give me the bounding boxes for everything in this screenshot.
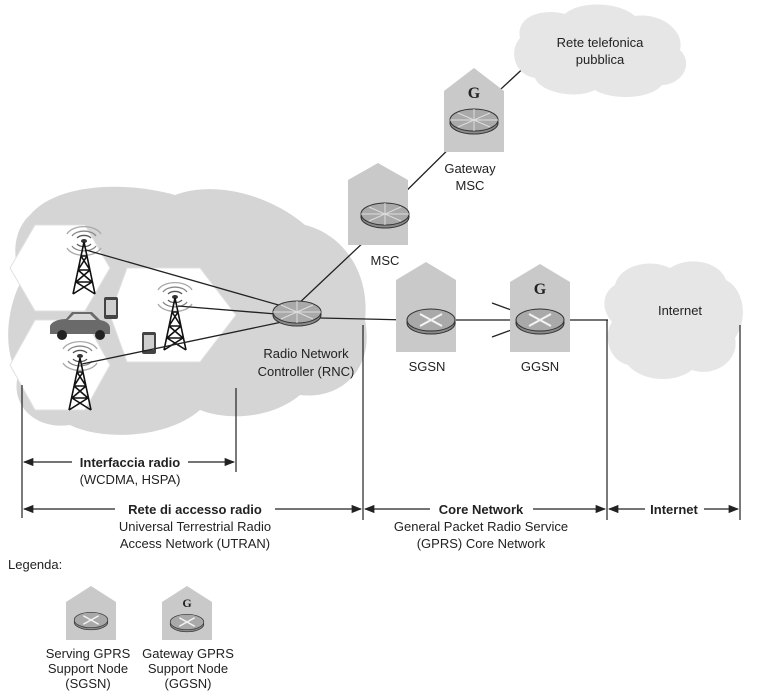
legend-sgsn-line-2: Support Node [48, 661, 128, 676]
legend-ggsn-line-3: (GGSN) [165, 676, 212, 691]
core-network-title: Core Network [439, 502, 524, 517]
gateway-msc-g-mark: G [468, 85, 481, 102]
internet-cloud [604, 261, 743, 380]
phone-cloud-label-2: pubblica [576, 52, 625, 67]
legend-sgsn-line-3: (SGSN) [65, 676, 111, 691]
internet-span-title: Internet [650, 502, 698, 517]
msc-router-icon [360, 202, 410, 229]
legend-ggsn-line-2: Support Node [148, 661, 228, 676]
gateway-msc-label-2: MSC [456, 178, 485, 193]
radio-interface-title: Interfaccia radio [80, 455, 180, 470]
ggsn-g-mark: G [534, 281, 547, 298]
sgsn-house [396, 262, 456, 352]
radio-access-sub-2: Access Network (UTRAN) [120, 536, 270, 551]
gateway-msc-router-icon [449, 108, 499, 135]
car-icon [50, 312, 110, 340]
gateway-msc-label-1: Gateway [444, 161, 496, 176]
phone-cloud-label-1: Rete telefonica [557, 35, 644, 50]
span-boundaries [21, 320, 741, 520]
legend-sgsn-router-icon [73, 611, 109, 631]
sgsn-router-icon [406, 308, 456, 335]
ggsn-router-icon [515, 308, 565, 335]
radio-interface-subtitle: (WCDMA, HSPA) [80, 472, 181, 487]
legend-sgsn-line-1: Serving GPRS [46, 646, 131, 661]
radio-access-title: Rete di accesso radio [128, 502, 262, 517]
radio-access-sub-1: Universal Terrestrial Radio [119, 519, 271, 534]
legend-title: Legenda: [8, 557, 62, 572]
rnc-label-1: Radio Network [263, 346, 349, 361]
legend-ggsn-router-icon [169, 613, 205, 633]
legend-ggsn-g-mark: G [182, 596, 191, 610]
core-network-sub-1: General Packet Radio Service [394, 519, 568, 534]
sgsn-label: SGSN [409, 359, 446, 374]
core-network-sub-2: (GPRS) Core Network [417, 536, 546, 551]
rnc-router-icon [272, 300, 322, 327]
rnc-label-2: Controller (RNC) [258, 364, 355, 379]
internet-cloud-label: Internet [658, 303, 702, 318]
public-phone-network-cloud [514, 4, 687, 97]
ggsn-house [510, 264, 570, 352]
ggsn-label: GGSN [521, 359, 559, 374]
msc-label: MSC [371, 253, 400, 268]
legend-ggsn-line-1: Gateway GPRS [142, 646, 234, 661]
mobile-phone-icon [104, 297, 118, 319]
